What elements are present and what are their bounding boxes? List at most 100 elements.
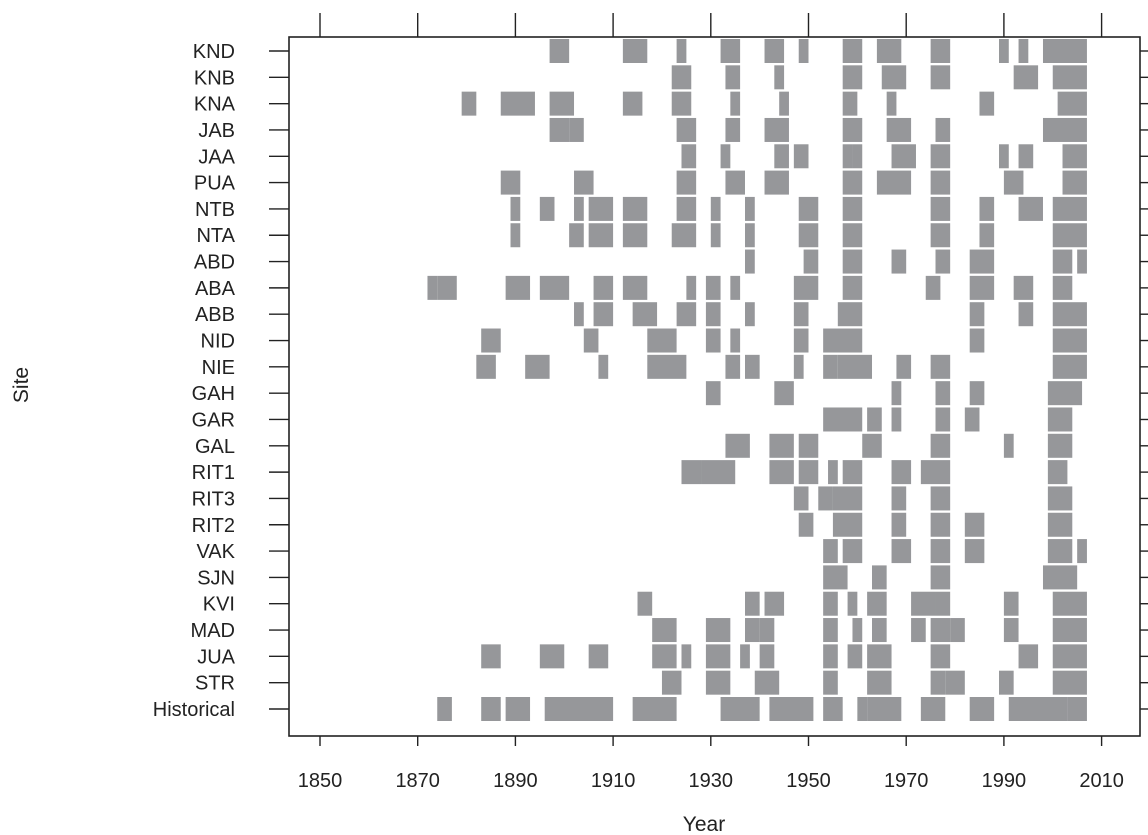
bar-rit2-0 <box>798 512 814 537</box>
bar-kvi-2 <box>764 591 785 616</box>
bar-abb-1 <box>593 302 614 327</box>
bar-str-7 <box>999 670 1014 695</box>
bar-jua-10 <box>867 644 892 669</box>
bar-knd-6 <box>842 39 863 63</box>
bar-rit3-4 <box>930 486 951 511</box>
bar-vak-6 <box>1077 539 1087 564</box>
bar-vak-5 <box>1047 539 1073 564</box>
bar-rit3-1 <box>818 486 833 511</box>
bar-mad-10 <box>1003 618 1019 643</box>
bar-jua-11 <box>930 644 951 669</box>
bar-aba-2 <box>505 275 531 300</box>
bar-jua-0 <box>481 644 501 669</box>
bar-jab-5 <box>842 117 863 142</box>
y-tick-label-kna: KNA <box>194 94 236 116</box>
ticks-layer <box>269 13 1148 746</box>
bar-mad-5 <box>852 618 863 643</box>
bar-abb-3 <box>676 302 697 327</box>
bar-gah-5 <box>1047 381 1083 406</box>
bar-kvi-6 <box>911 591 936 616</box>
bar-jua-9 <box>847 644 863 669</box>
x-tick-label-1970: 1970 <box>884 770 929 792</box>
y-tick-label-aba: ABA <box>195 278 236 300</box>
bar-jaa-5 <box>852 144 863 169</box>
bar-ntb-13 <box>1052 196 1087 221</box>
bar-kna-6 <box>779 91 789 116</box>
bar-rit2-5 <box>1047 512 1073 537</box>
y-tick-label-mad: MAD <box>191 620 235 642</box>
bar-mad-1 <box>705 618 731 643</box>
bar-pua-3 <box>725 170 745 195</box>
bar-jab-8 <box>1042 117 1087 142</box>
bar-aba-4 <box>593 275 614 300</box>
bar-rit2-4 <box>964 512 985 537</box>
bar-aba-8 <box>730 275 741 300</box>
bar-nie-11 <box>1052 354 1087 379</box>
bar-rit1-3 <box>798 460 819 485</box>
bar-nie-3 <box>647 354 687 379</box>
bar-gal-4 <box>930 433 951 458</box>
y-tick-label-vak: VAK <box>196 541 235 563</box>
bar-jua-6 <box>740 644 750 669</box>
bar-kna-7 <box>842 91 858 116</box>
bar-jua-13 <box>1052 644 1087 669</box>
bar-gah-2 <box>891 381 902 406</box>
x-tick-label-1890: 1890 <box>493 770 538 792</box>
x-tick-label-1930: 1930 <box>689 770 734 792</box>
bar-aba-7 <box>705 275 721 300</box>
bar-kna-10 <box>1057 91 1087 116</box>
bar-abb-10 <box>1052 302 1087 327</box>
bar-gah-4 <box>969 381 985 406</box>
bar-pua-0 <box>500 170 521 195</box>
bar-abb-7 <box>837 302 863 327</box>
bar-kna-1 <box>500 91 535 116</box>
bar-kna-3 <box>622 91 643 116</box>
bar-historical-0 <box>437 697 452 721</box>
bar-kna-9 <box>979 91 995 116</box>
bar-jua-8 <box>823 644 838 669</box>
bar-nie-5 <box>745 354 760 379</box>
y-tick-label-jaa: JAA <box>198 146 235 168</box>
bar-str-2 <box>754 670 780 695</box>
bar-knb-4 <box>881 65 907 90</box>
bar-ntb-4 <box>622 196 648 221</box>
y-tick-label-abb: ABB <box>195 304 235 326</box>
bar-kvi-3 <box>823 591 838 616</box>
bar-nta-10 <box>979 223 995 248</box>
bar-aba-3 <box>539 275 570 300</box>
y-tick-label-sjn: SJN <box>197 567 235 589</box>
y-tick-label-jua: JUA <box>197 646 235 668</box>
bar-gal-3 <box>862 433 882 458</box>
bar-nta-3 <box>622 223 648 248</box>
bar-knb-2 <box>774 65 785 90</box>
bar-kna-0 <box>461 91 477 116</box>
bar-historical-5 <box>720 697 760 721</box>
y-tick-label-gal: GAL <box>195 436 235 458</box>
bar-jaa-0 <box>681 144 697 169</box>
x-tick-label-1990: 1990 <box>982 770 1027 792</box>
bar-sjn-1 <box>872 565 887 590</box>
bar-gal-5 <box>1003 433 1014 458</box>
bar-knd-2 <box>676 39 687 63</box>
bar-pua-4 <box>764 170 789 195</box>
bar-aba-0 <box>427 275 438 300</box>
bar-jaa-1 <box>720 144 731 169</box>
bar-str-0 <box>661 670 682 695</box>
bar-historical-10 <box>920 697 946 721</box>
bar-gal-2 <box>798 433 819 458</box>
bar-knd-0 <box>549 39 570 63</box>
bar-jab-2 <box>676 117 697 142</box>
bar-mad-3 <box>759 618 775 643</box>
bar-kna-4 <box>671 91 692 116</box>
bar-historical-13 <box>1067 697 1087 721</box>
bar-gar-0 <box>823 407 863 432</box>
bar-ntb-1 <box>539 196 555 221</box>
bar-nid-6 <box>823 328 863 353</box>
bar-mad-2 <box>745 618 760 643</box>
bar-ntb-5 <box>676 196 697 221</box>
y-tick-label-rit2: RIT2 <box>192 515 235 537</box>
bar-mad-8 <box>930 618 951 643</box>
y-tick-label-str: STR <box>195 673 235 695</box>
bar-ntb-3 <box>588 196 614 221</box>
bar-aba-11 <box>925 275 941 300</box>
